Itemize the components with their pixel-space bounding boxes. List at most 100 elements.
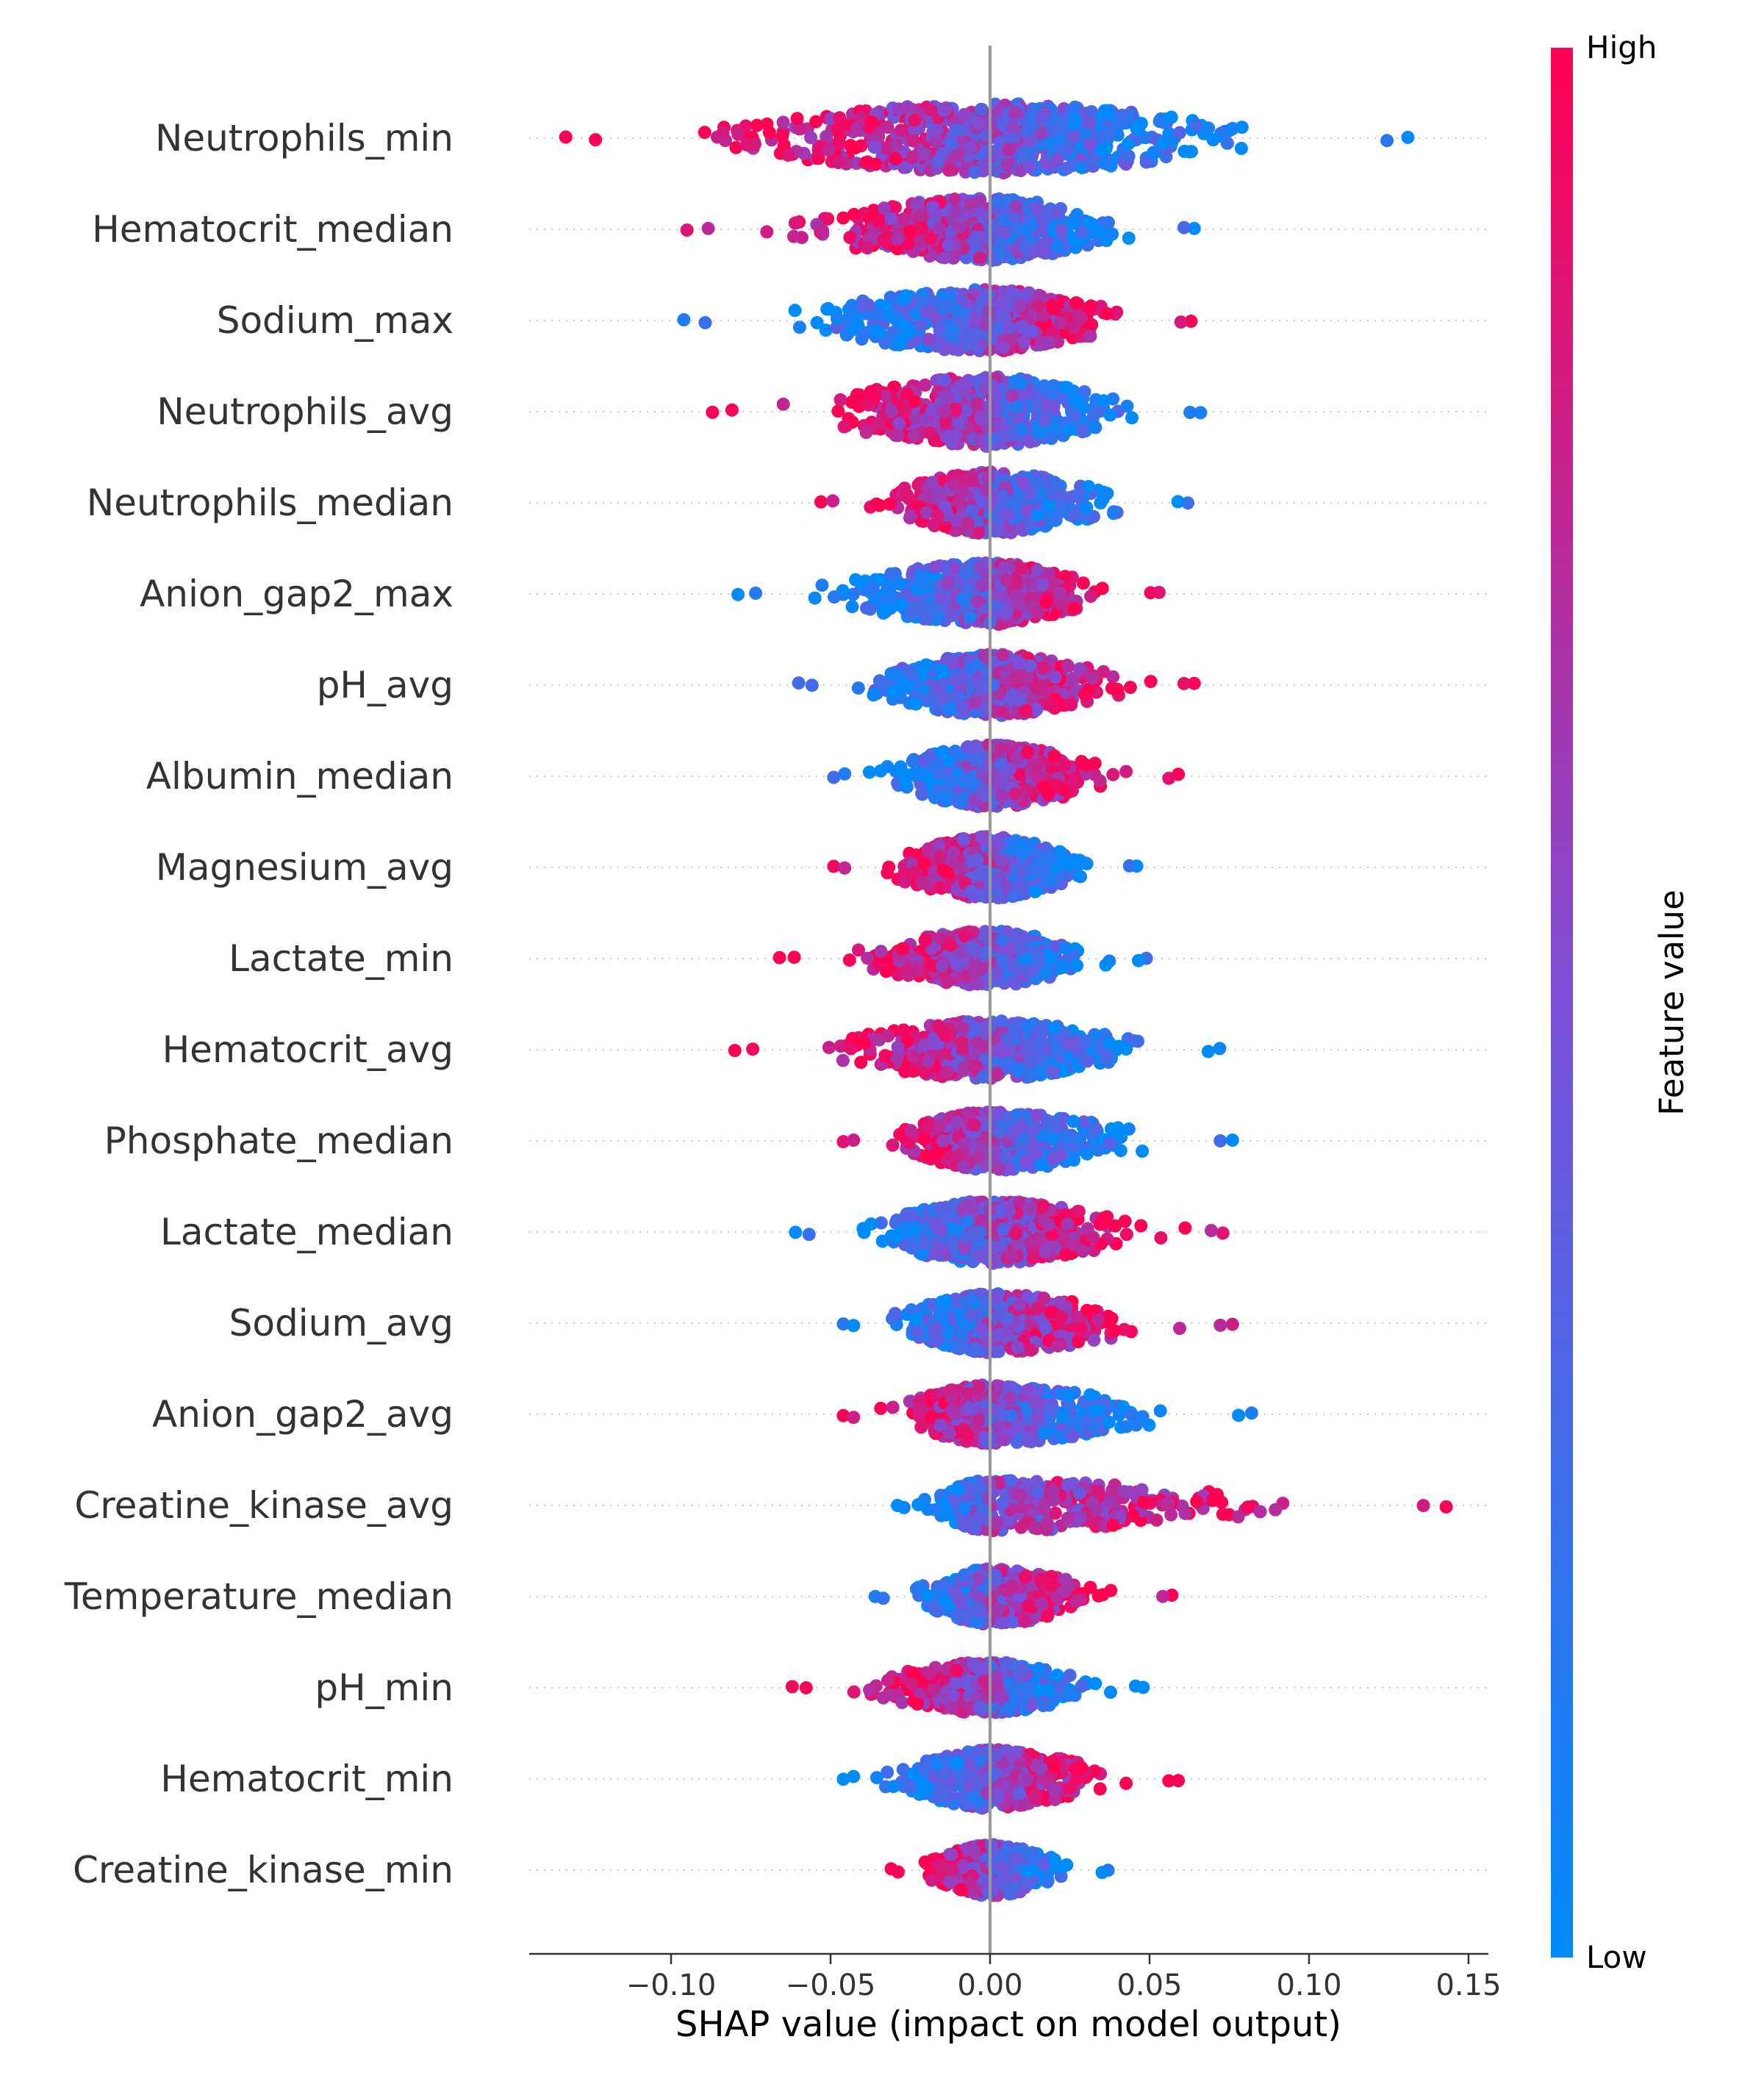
shap-point xyxy=(698,316,712,329)
shap-point xyxy=(1036,578,1050,592)
shap-point xyxy=(994,757,1008,771)
shap-point xyxy=(828,590,841,604)
shap-point xyxy=(862,231,876,245)
shap-point xyxy=(868,323,882,337)
shap-point xyxy=(936,665,950,678)
shap-point xyxy=(1047,476,1061,490)
shap-point xyxy=(928,560,942,574)
shap-point xyxy=(1036,244,1050,258)
shap-point xyxy=(677,313,691,326)
feature-label: pH_min xyxy=(315,1666,453,1709)
shap-point xyxy=(947,429,961,443)
shap-point xyxy=(969,328,983,342)
shap-point xyxy=(878,141,892,155)
shap-point xyxy=(861,155,875,169)
shap-point xyxy=(1035,486,1049,500)
shap-point xyxy=(944,607,958,621)
shap-point xyxy=(1144,675,1158,689)
shap-point xyxy=(698,126,711,140)
shap-point xyxy=(1021,745,1035,759)
shap-point xyxy=(750,118,764,132)
shap-point xyxy=(929,135,943,148)
shap-point xyxy=(971,595,985,609)
shap-point xyxy=(1013,299,1027,313)
shap-point xyxy=(1030,564,1044,577)
shap-point xyxy=(937,373,951,387)
shap-point xyxy=(888,567,902,581)
shap-point xyxy=(1008,670,1022,684)
feature-label: Anion_gap2_max xyxy=(140,573,453,615)
shap-point xyxy=(1046,123,1060,137)
shap-point xyxy=(997,340,1011,354)
shap-point xyxy=(1013,656,1026,670)
shap-point xyxy=(1067,773,1081,787)
shap-point xyxy=(942,163,956,177)
shap-point xyxy=(906,667,919,681)
shap-point xyxy=(776,115,790,129)
shap-point xyxy=(894,760,908,774)
shap-point xyxy=(680,223,694,237)
shap-point xyxy=(1006,121,1020,135)
shap-point xyxy=(1039,595,1053,609)
shap-point xyxy=(749,587,763,600)
shap-point xyxy=(944,137,958,151)
shap-point xyxy=(996,310,1010,323)
shap-point xyxy=(1086,671,1100,685)
shap-point xyxy=(1156,137,1170,151)
shap-point xyxy=(788,304,802,318)
shap-point xyxy=(1089,420,1102,434)
shap-point xyxy=(1072,309,1086,323)
shap-point xyxy=(851,681,865,695)
feature-labels: Neutrophils_minHematocrit_medianSodium_m… xyxy=(64,117,453,1891)
shap-point xyxy=(1030,508,1044,522)
shap-point xyxy=(1085,318,1099,332)
shap-point xyxy=(957,108,971,121)
shap-point xyxy=(1044,431,1058,445)
shap-point xyxy=(1072,395,1086,409)
shap-point xyxy=(1019,704,1033,717)
shap-point xyxy=(935,745,949,759)
shap-point xyxy=(892,102,906,116)
shap-point xyxy=(1125,411,1139,425)
shap-point xyxy=(915,221,929,235)
shap-point xyxy=(1174,315,1188,329)
shap-point xyxy=(1009,199,1023,213)
shap-point xyxy=(947,193,961,206)
shap-point xyxy=(981,470,995,484)
shap-point xyxy=(973,561,987,575)
shap-point xyxy=(1048,670,1062,684)
shap-point xyxy=(1016,476,1030,490)
shap-point xyxy=(967,312,981,325)
shap-point xyxy=(1021,671,1035,685)
shap-point xyxy=(886,685,900,699)
shap-point xyxy=(1173,126,1186,140)
shap-point xyxy=(997,213,1011,227)
shap-point xyxy=(883,497,897,511)
shap-point xyxy=(970,397,984,411)
shap-point xyxy=(1064,423,1078,437)
shap-point xyxy=(1055,223,1068,237)
shap-point xyxy=(1080,501,1094,515)
shap-point xyxy=(905,102,918,116)
shap-point xyxy=(1134,117,1148,130)
shap-point xyxy=(927,518,941,531)
shap-point xyxy=(1015,320,1029,334)
shap-point xyxy=(1103,408,1117,422)
shap-point xyxy=(975,579,989,592)
shap-point xyxy=(919,506,933,520)
shap-point xyxy=(925,476,939,490)
shap-point xyxy=(969,752,983,766)
shap-point xyxy=(725,403,739,417)
shap-point xyxy=(1008,106,1022,120)
shap-point xyxy=(909,697,923,711)
shap-point xyxy=(932,221,946,235)
feature-label: Creatine_kinase_avg xyxy=(74,1484,453,1527)
shap-point xyxy=(958,376,972,390)
shap-point xyxy=(1001,508,1015,522)
shap-point xyxy=(871,214,885,228)
shap-point xyxy=(942,702,955,716)
shap-point xyxy=(816,223,830,237)
shap-point xyxy=(845,323,859,337)
shap-point xyxy=(867,140,881,154)
